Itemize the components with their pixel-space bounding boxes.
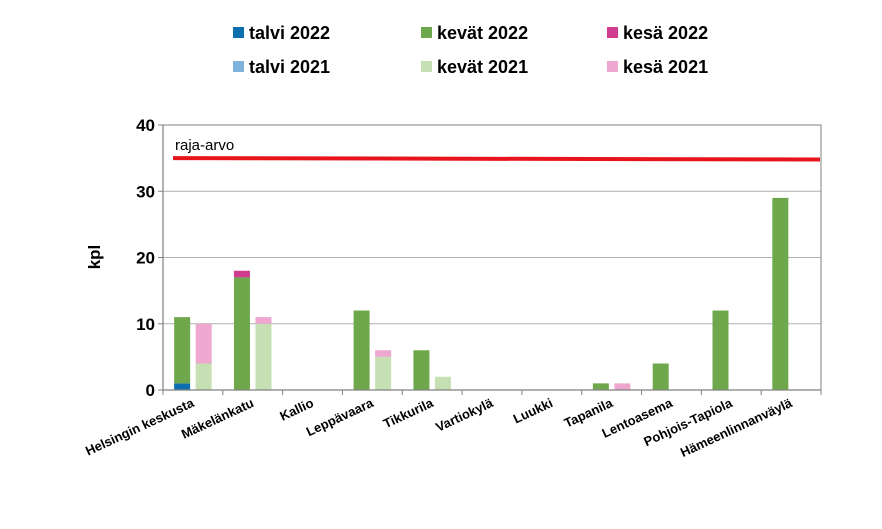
x-tick-label-tikkurila: Tikkurila <box>381 395 436 431</box>
bar-helsingin-keskusta-kesa-2021 <box>195 323 212 364</box>
bar-helsingin-keskusta-talvi-2022 <box>174 383 191 390</box>
legend-swatch-kesa-2021 <box>607 61 618 72</box>
y-tick-label: 10 <box>136 315 155 334</box>
y-tick-label: 40 <box>136 116 155 135</box>
bar-helsingin-keskusta-kevat-2022 <box>174 317 191 384</box>
legend: talvi 2022 kevät 2022 kesä 2022 talvi 2021 k… <box>233 23 708 77</box>
bar-tapanila-kevat-2022 <box>592 383 609 390</box>
y-tick-label: 30 <box>136 182 155 201</box>
reference-line-group: raja-arvo <box>172 137 821 162</box>
y-tick-label: 20 <box>136 249 155 268</box>
bar-makelankatu-kevat-2022 <box>233 277 250 390</box>
y-tick-labels: 0 10 20 30 40 <box>136 116 155 400</box>
bar-leppavaara-kevat-2021 <box>375 356 392 390</box>
bar-leppavaara-kesa-2021 <box>375 350 392 357</box>
legend-swatch-kevat-2021 <box>421 61 432 72</box>
x-tick-label-hameenlinnanvayla: Hämeenlinnanväylä <box>678 395 795 460</box>
bar-lentoasema-kevat-2022 <box>652 363 669 390</box>
legend-label-talvi-2021: talvi 2021 <box>249 57 330 77</box>
legend-label-kesa-2021: kesä 2021 <box>623 57 708 77</box>
bar-tikkurila-kevat-2022 <box>413 350 430 390</box>
reference-line-label: raja-arvo <box>175 137 234 154</box>
bars <box>174 197 789 390</box>
x-tick-label-vartiokyla: Vartiokylä <box>433 395 496 435</box>
legend-swatch-kesa-2022 <box>607 27 618 38</box>
bar-tikkurila-kevat-2021 <box>434 376 451 390</box>
y-axis-label: kpl <box>85 245 104 270</box>
bar-tapanila-kesa-2021 <box>614 383 631 390</box>
x-tick-label-luukki: Luukki <box>511 395 555 426</box>
legend-swatch-talvi-2021 <box>233 61 244 72</box>
bar-makelankatu-kevat-2021 <box>255 323 272 390</box>
bar-hameenlinnanvayla-kevat-2022 <box>772 197 789 390</box>
bar-helsingin-keskusta-kevat-2021 <box>195 363 212 390</box>
legend-label-kevat-2022: kevät 2022 <box>437 23 528 43</box>
legend-swatch-kevat-2022 <box>421 27 432 38</box>
x-tick-label-leppavaara: Leppävaara <box>304 395 377 439</box>
bar-leppavaara-kevat-2022 <box>353 310 370 390</box>
reference-line <box>172 156 821 162</box>
legend-label-kevat-2021: kevät 2021 <box>437 57 528 77</box>
legend-swatch-talvi-2022 <box>233 27 244 38</box>
bar-makelankatu-kesa-2021 <box>255 317 272 324</box>
axes <box>158 124 822 395</box>
x-tick-label-kallio: Kallio <box>277 395 315 424</box>
legend-label-kesa-2022: kesä 2022 <box>623 23 708 43</box>
legend-label-talvi-2022: talvi 2022 <box>249 23 330 43</box>
y-tick-label: 0 <box>146 381 155 400</box>
bar-makelankatu-kesa-2022 <box>233 270 250 278</box>
bar-pohjois-tapiola-kevat-2022 <box>712 310 729 390</box>
